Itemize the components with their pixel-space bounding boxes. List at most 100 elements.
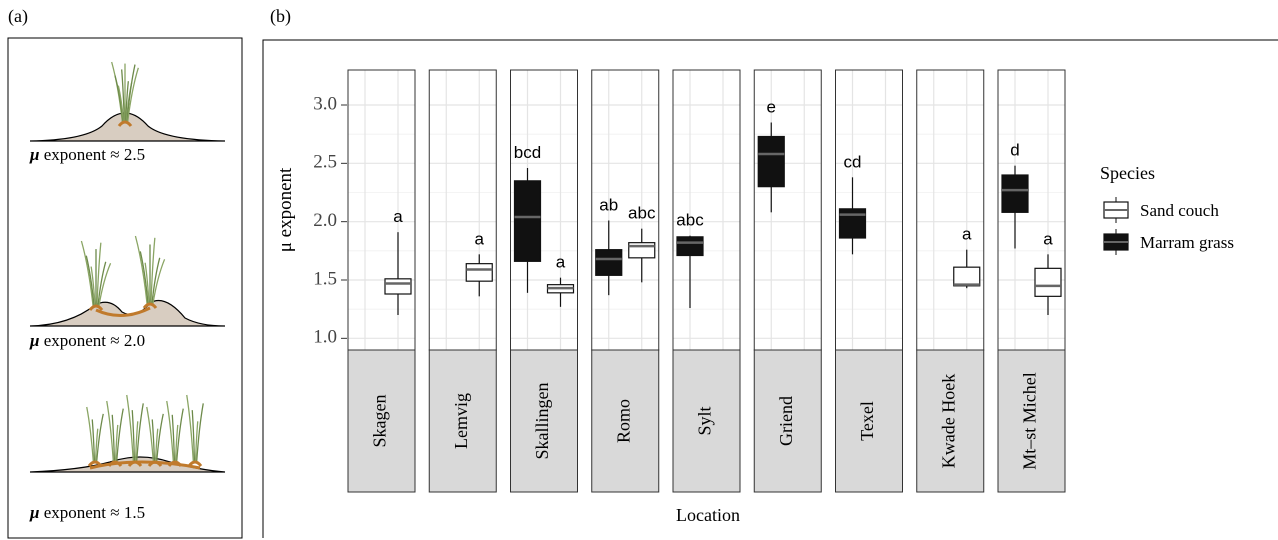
grass-blade — [94, 428, 99, 463]
caption-text: exponent ≈ 1.5 — [44, 503, 145, 522]
group-letter: abc — [676, 211, 704, 230]
root — [89, 460, 201, 470]
grass-blade — [144, 262, 150, 305]
grass-blade — [191, 410, 196, 463]
box — [465, 263, 493, 282]
grass-blade — [131, 410, 136, 463]
y-axis-title: μ exponent — [275, 167, 296, 252]
grass-blade — [152, 259, 166, 305]
panel-label: (b) — [270, 6, 291, 27]
facet-strip — [672, 349, 741, 493]
box — [676, 236, 704, 257]
grass-blade — [151, 419, 156, 463]
y-tick-label: 1.5 — [313, 268, 337, 289]
grass-blade — [171, 414, 176, 463]
grass-blade — [106, 400, 114, 463]
grass-blade — [91, 419, 96, 463]
facet-panel — [429, 70, 497, 350]
grass-blade — [111, 414, 116, 463]
facet-strip — [997, 349, 1066, 493]
facet-panel — [916, 70, 984, 350]
box — [513, 180, 542, 262]
group-letter: a — [393, 207, 403, 226]
illustration-caption: μ exponent ≈ 1.5 — [29, 503, 145, 522]
grass-blade — [134, 235, 148, 305]
grass-blade — [80, 240, 94, 307]
mu-symbol: μ — [29, 145, 39, 164]
group-letter: ab — [599, 196, 618, 215]
facet-strip-label: Skagen — [370, 395, 390, 448]
illustrations — [29, 61, 226, 473]
y-tick-label: 1.0 — [313, 327, 337, 348]
grass-blade — [121, 69, 125, 123]
grass-blade — [117, 85, 125, 123]
facet-panel — [673, 70, 740, 350]
grass-blade — [154, 428, 159, 463]
grass-blade — [126, 64, 136, 123]
grass-blade — [116, 408, 124, 463]
y-tick-label: 2.0 — [313, 210, 337, 231]
facet-strip — [835, 349, 903, 493]
root — [88, 304, 104, 311]
facet-strip — [753, 349, 822, 493]
facet-strip-label: Lemvig — [451, 393, 471, 449]
dune — [29, 456, 226, 473]
facet-strip — [510, 349, 578, 493]
caption-text: exponent ≈ 2.5 — [44, 145, 145, 164]
grass-blade — [85, 255, 95, 307]
grass-blade — [134, 421, 139, 463]
root — [95, 306, 151, 317]
facet-strip-label: Kwade Hoek — [938, 374, 958, 468]
grass-blade — [114, 75, 124, 123]
group-letter: bcd — [514, 143, 541, 162]
grass-blade — [126, 394, 134, 463]
legend-label: Marram grass — [1140, 233, 1234, 252]
group-letter: cd — [844, 152, 862, 171]
grass-blade — [125, 81, 129, 123]
box — [953, 266, 981, 287]
grass-blade — [156, 413, 164, 463]
grass-blade — [97, 261, 107, 307]
dune — [29, 299, 226, 327]
grass-blade — [139, 251, 149, 305]
grass-blade — [111, 61, 123, 123]
group-letter: a — [962, 225, 972, 244]
grass-blade — [136, 403, 144, 463]
panel-label: (a) — [8, 6, 28, 27]
facet-strip-label: Romo — [613, 399, 633, 443]
grass-blade — [166, 400, 174, 463]
group-letter: a — [556, 253, 566, 272]
grass-blade — [176, 408, 184, 463]
facet-panel — [754, 70, 822, 350]
legend-label: Sand couch — [1140, 201, 1219, 220]
panel-b-frame — [262, 39, 1278, 538]
grass-blade — [114, 424, 119, 463]
root — [117, 120, 133, 127]
grass-blade — [186, 394, 194, 463]
group-letter: d — [1010, 141, 1019, 160]
grass-blade — [96, 242, 102, 307]
panel-a-frame — [7, 37, 243, 539]
grass-blade — [151, 257, 161, 305]
grass-blade — [86, 406, 94, 463]
facet-strip-label: Griend — [776, 396, 796, 446]
mu-symbol: μ — [29, 503, 39, 522]
box — [384, 278, 412, 295]
grass-blade — [194, 421, 199, 463]
root — [142, 302, 158, 309]
grass-blade — [127, 67, 139, 123]
box — [1034, 267, 1062, 297]
facet-strip — [591, 349, 660, 493]
facet-panel — [591, 70, 659, 350]
grass-blade — [150, 237, 156, 305]
box — [595, 249, 623, 276]
facet-strip — [428, 349, 497, 493]
box — [838, 208, 867, 239]
mu-symbol: μ — [29, 331, 39, 350]
grass-blade — [90, 266, 96, 307]
grass-blade — [98, 263, 112, 307]
group-letter: abc — [628, 204, 656, 223]
facet-strip-label: Mt–st Michel — [1020, 372, 1040, 470]
grass-blade — [174, 424, 179, 463]
